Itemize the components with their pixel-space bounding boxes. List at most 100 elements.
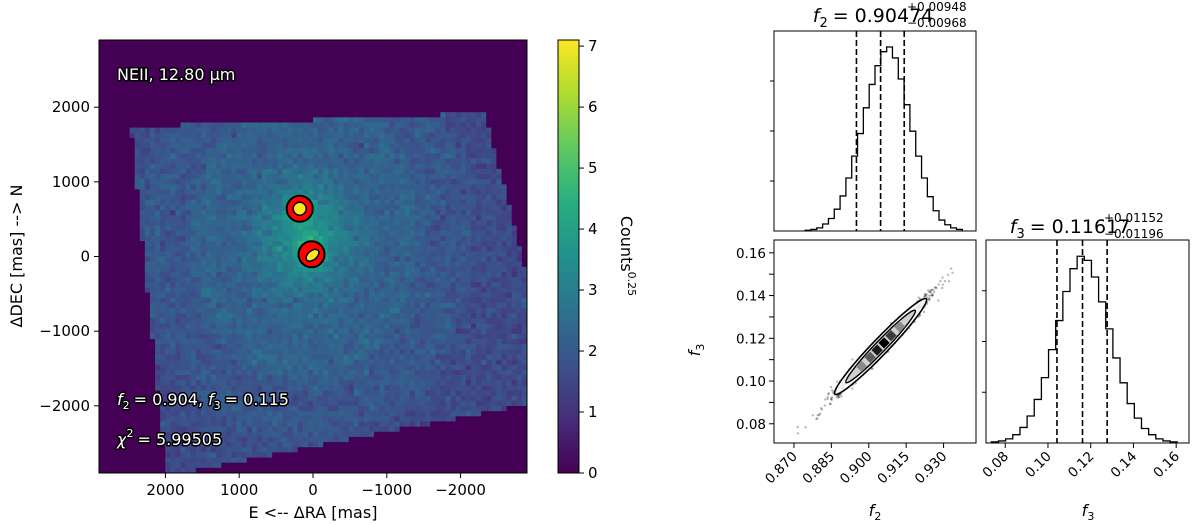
heatmap-cell [353,60,360,67]
heatmap-cell [425,199,431,206]
heatmap-cell [241,323,248,330]
heatmap-cell [348,45,355,51]
heatmap-cell [491,235,497,242]
heatmap-cell [348,210,355,216]
heatmap-cell [119,225,125,232]
heatmap-cell [399,235,406,242]
heatmap-cell [440,76,446,82]
heatmap-cell [272,344,278,350]
heatmap-cell [440,70,446,77]
heatmap-cell [277,137,283,144]
heatmap-cell [481,235,487,242]
heatmap-cell [430,50,436,56]
heatmap-cell [450,168,457,175]
heatmap-cell [134,45,141,51]
heatmap-cell [506,76,513,82]
heatmap-cell [414,215,421,221]
heatmap-cell [246,261,253,268]
heatmap-cell [119,246,125,252]
heatmap-cell [241,241,248,247]
heatmap-cell [211,194,217,201]
heatmap-cell [363,179,370,185]
heatmap-cell [496,194,502,201]
heatmap-cell [256,40,263,46]
heatmap-cell [363,40,370,46]
heatmap-cell [435,55,441,62]
heatmap-cell [394,112,401,118]
heatmap-cell [323,184,329,190]
heatmap-cell [470,235,477,242]
heatmap-cell [430,168,436,175]
heatmap-cell [251,256,258,263]
heatmap-cell [267,174,273,180]
heatmap-cell [185,91,192,98]
heatmap-cell [374,338,380,345]
heatmap-cell [226,132,232,139]
heatmap-cell [129,60,136,67]
heatmap-cell [114,297,120,304]
heatmap-cell [399,225,406,232]
heatmap-cell [277,235,283,242]
heatmap-cell [109,287,115,293]
heatmap-cell [272,76,278,82]
heatmap-cell [470,313,477,319]
heatmap-cell [486,323,492,330]
heatmap-cell [180,251,187,257]
heatmap-cell [226,318,232,324]
heatmap-cell [506,215,513,221]
heatmap-cell [211,168,217,175]
heatmap-cell [328,302,334,309]
heatmap-cell [165,277,171,283]
heatmap-cell [440,184,446,190]
heatmap-cell [216,101,222,108]
heatmap-cell [511,241,518,247]
heatmap-cell [369,220,375,226]
heatmap-cell [465,323,472,330]
heatmap-cell [358,50,365,56]
heatmap-cell [521,215,527,221]
heatmap-cell [216,235,222,242]
heatmap-cell [185,313,192,319]
heatmap-cell [476,256,482,263]
heatmap-cell [307,225,314,232]
heatmap-cell [409,189,416,196]
heatmap-cell [236,40,243,46]
heatmap-cell [450,122,457,129]
heatmap-cell [104,158,110,165]
heatmap-cell [180,204,187,211]
heatmap-cell [114,70,120,77]
heatmap-cell [476,210,482,216]
heatmap-cell [104,256,110,263]
heatmap-cell [343,194,350,201]
heatmap-cell [190,210,197,216]
heatmap-cell [363,287,370,293]
heatmap-cell [251,266,258,273]
heatmap-cell [379,101,385,108]
heatmap-cell [313,148,319,154]
heatmap-cell [470,122,477,129]
heatmap-cell [99,137,105,144]
heatmap-cell [491,225,497,232]
heatmap-cell [99,251,105,257]
heatmap-cell [389,158,395,165]
heatmap-cell [511,194,518,201]
heatmap-cell [394,40,401,46]
heatmap-cell [206,189,212,196]
heatmap-cell [277,70,283,77]
heatmap-cell [404,333,411,340]
heatmap-cell [190,338,197,345]
heatmap-cell [465,328,472,335]
heatmap-cell [226,148,232,154]
heatmap-cell [501,302,508,309]
heatmap-cell [491,313,497,319]
heatmap-cell [134,163,141,170]
heatmap-cell [389,163,395,170]
heatmap-cell [195,297,202,304]
heatmap-cell [394,204,401,211]
heatmap-cell [149,199,156,206]
heatmap-cell [134,194,141,201]
heatmap-cell [338,101,344,108]
heatmap-cell [160,204,166,211]
heatmap-cell [200,271,207,278]
heatmap-cell [236,204,243,211]
